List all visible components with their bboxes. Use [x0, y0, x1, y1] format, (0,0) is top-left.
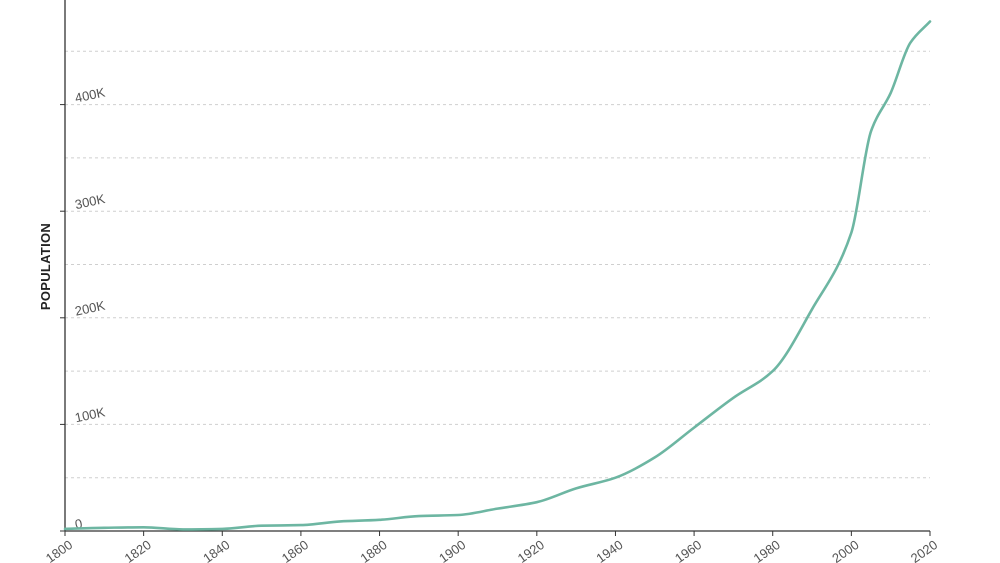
x-tick-label: 1860	[279, 537, 311, 563]
x-tick-label: 1980	[751, 537, 783, 563]
y-tick-label: 300K	[74, 191, 107, 212]
y-axis-title: POPULATION	[38, 223, 53, 310]
x-tick-labels: 1800 1820 1840 1860 1880 1900 1920 1940 1960 1980…	[43, 531, 940, 563]
x-tick-label: 1800	[43, 537, 75, 563]
x-tick-label: 1840	[200, 537, 232, 563]
x-tick-label: 1880	[357, 537, 389, 563]
y-tick-label: 100K	[74, 404, 107, 425]
x-tick-label: 1820	[122, 537, 154, 563]
y-tick-labels: 0100K200K300K400K500K	[60, 84, 107, 532]
x-tick-label: 1900	[436, 537, 468, 563]
x-tick-label: 1940	[593, 537, 625, 563]
y-tick-label: 400K	[74, 84, 107, 105]
population-series-line	[63, 20, 932, 531]
x-tick-label: 1960	[672, 537, 704, 563]
y-tick-label: 0	[74, 516, 84, 532]
series	[63, 20, 932, 531]
y-tick-label: 200K	[74, 298, 107, 319]
x-tick-label: 2000	[829, 537, 861, 563]
grid-lines	[65, 50, 930, 479]
x-tick-label: 2020	[908, 537, 940, 563]
x-tick-label: 1920	[515, 537, 547, 563]
axes	[64, 0, 930, 532]
